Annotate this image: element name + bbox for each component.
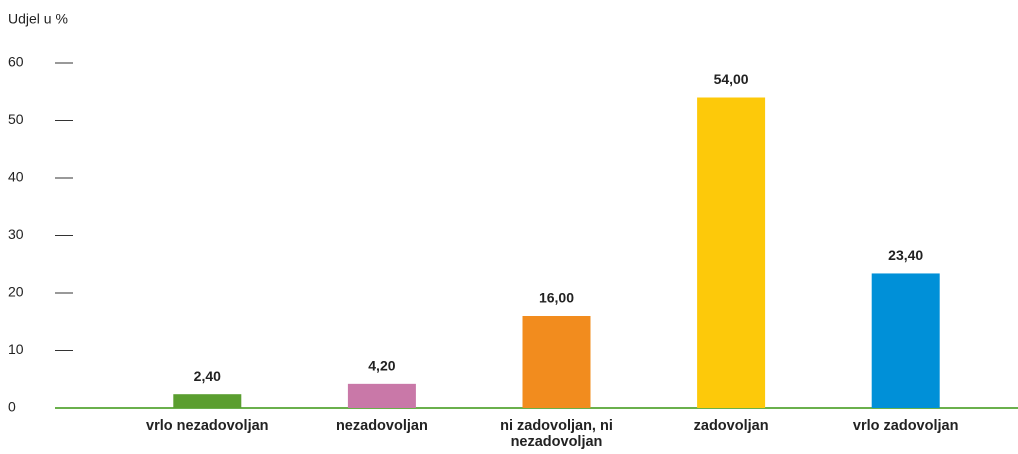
value-label: 23,40 [888, 247, 923, 263]
value-label: 16,00 [539, 290, 574, 306]
y-tick-label: 60 [8, 54, 24, 70]
bar [522, 316, 591, 408]
x-tick-label: vrlo zadovoljan [852, 418, 959, 434]
y-tick-label: 50 [8, 111, 24, 127]
value-label: 2,40 [194, 368, 221, 384]
bar [697, 97, 766, 408]
x-tick-label: zadovoljan [693, 418, 769, 434]
bar [871, 273, 940, 408]
value-label: 54,00 [714, 71, 749, 87]
y-tick-label: 10 [8, 341, 24, 357]
y-tick-label: 20 [8, 284, 24, 300]
x-tick-label: vrlo nezadovoljan [146, 418, 269, 434]
y-tick-label: 30 [8, 226, 24, 242]
y-axis-title: Udjel u % [8, 11, 68, 27]
bar [347, 383, 416, 408]
y-tick-label: 40 [8, 169, 24, 185]
x-tick-label: nezadovoljan [335, 418, 428, 434]
y-tick-label: 0 [8, 399, 16, 415]
bar [173, 394, 242, 408]
x-tick-label: ni zadovoljan, ni nezadovoljan [500, 418, 613, 450]
value-label: 4,20 [368, 358, 395, 374]
